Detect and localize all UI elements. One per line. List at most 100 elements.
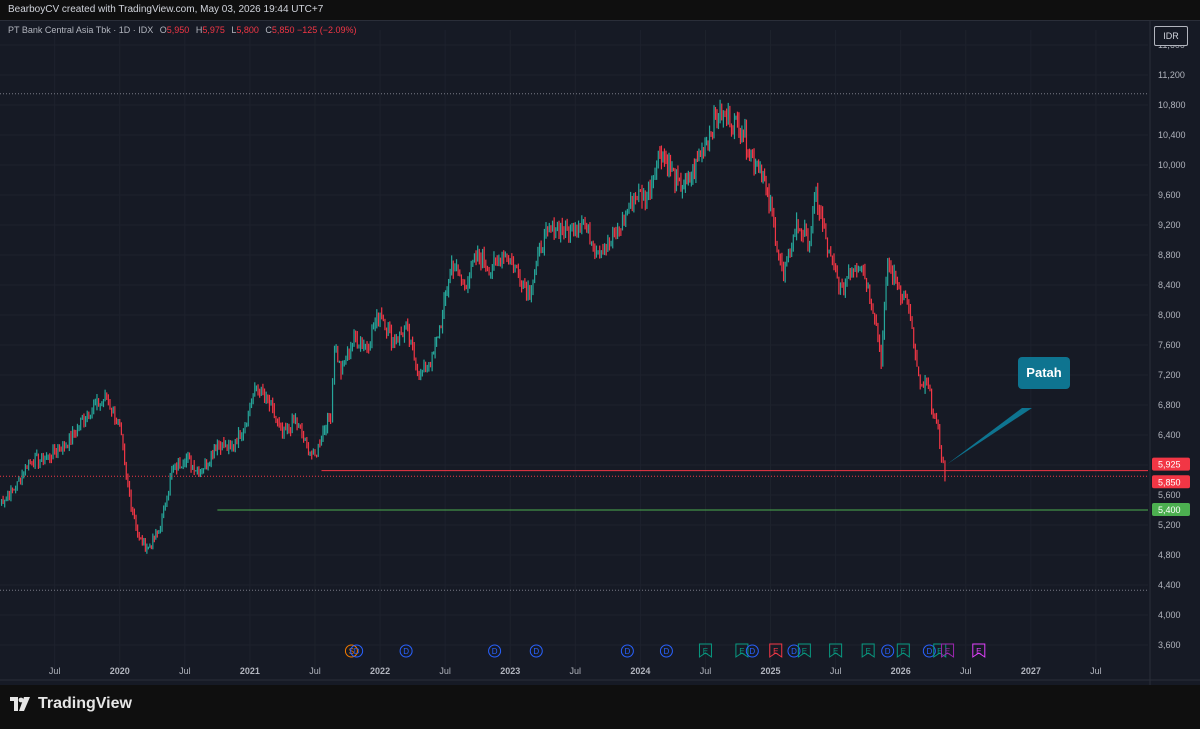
- y-tick-label: 9,200: [1158, 220, 1181, 230]
- dividend-marker: [881, 644, 895, 658]
- x-tick-label: 2025: [761, 666, 781, 676]
- earnings-marker: [829, 643, 843, 658]
- earnings-marker: [896, 643, 910, 658]
- event-marker-label: E: [833, 647, 838, 656]
- x-tick-label: Jul: [49, 666, 61, 676]
- open-value: 5,950: [166, 25, 190, 35]
- event-marker-label: E: [945, 647, 950, 656]
- price-chart[interactable]: 3,6004,0004,4004,8005,2005,6006,0006,400…: [0, 20, 1200, 685]
- x-tick-label: Jul: [309, 666, 321, 676]
- x-tick-label: Jul: [960, 666, 972, 676]
- dividend-marker: [620, 644, 634, 658]
- x-tick-label: Jul: [179, 666, 191, 676]
- dividend-marker: [399, 644, 413, 658]
- earnings-marker: [735, 643, 749, 658]
- y-tick-label: 10,800: [1158, 100, 1186, 110]
- event-marker-label: E: [802, 647, 807, 656]
- y-tick-label: 4,800: [1158, 550, 1181, 560]
- price-axis-tag: [1152, 457, 1190, 471]
- earnings-marker: [972, 643, 986, 658]
- y-tick-label: 3,600: [1158, 640, 1181, 650]
- event-marker-label: E: [773, 647, 778, 656]
- event-marker-label: E: [739, 647, 744, 656]
- event-marker-label: E: [703, 647, 708, 656]
- y-tick-label: 10,000: [1158, 160, 1186, 170]
- high-value: 5,975: [202, 25, 225, 35]
- low-value: 5,800: [236, 25, 259, 35]
- x-tick-label: Jul: [570, 666, 582, 676]
- event-marker-label: D: [354, 647, 360, 656]
- y-tick-label: 6,800: [1158, 400, 1181, 410]
- footer-bar: TradingView: [0, 685, 1200, 729]
- event-marker-label: E: [865, 647, 870, 656]
- earnings-marker: [769, 643, 783, 658]
- callout-pointer: [946, 408, 1032, 465]
- y-tick-label: 4,000: [1158, 610, 1181, 620]
- earnings-marker: [797, 643, 811, 658]
- event-marker-label: D: [492, 647, 498, 656]
- x-tick-label: 2021: [240, 666, 260, 676]
- attribution-bar: BearboyCV created with TradingView.com, …: [0, 0, 1200, 20]
- y-tick-label: 8,400: [1158, 280, 1181, 290]
- attribution-text: BearboyCV created with TradingView.com, …: [8, 4, 324, 15]
- price-axis-tag: [1152, 503, 1190, 516]
- symbol-name: PT Bank Central Asia Tbk · 1D · IDX: [8, 25, 154, 35]
- open-label: O: [159, 25, 167, 35]
- y-tick-label: 11,200: [1158, 70, 1185, 80]
- tradingview-logo[interactable]: TradingView: [10, 695, 132, 713]
- x-tick-label: Jul: [830, 666, 842, 676]
- high-label: H: [195, 25, 203, 35]
- y-tick-label: 10,400: [1158, 130, 1186, 140]
- price-axis-tag-label: 5,400: [1158, 505, 1181, 515]
- close-value: 5,850: [271, 25, 295, 35]
- event-marker-label: E: [976, 647, 981, 656]
- price-axis-tag-label: 5,850: [1158, 477, 1181, 487]
- price-axis-tag-label: 5,925: [1158, 460, 1181, 470]
- x-tick-label: 2027: [1021, 666, 1041, 676]
- x-tick-label: 2022: [370, 666, 390, 676]
- y-tick-label: 7,600: [1158, 340, 1181, 350]
- event-marker-label: D: [791, 647, 797, 656]
- y-tick-label: 5,200: [1158, 520, 1181, 530]
- y-tick-label: 8,000: [1158, 310, 1181, 320]
- x-tick-label: 2020: [110, 666, 130, 676]
- event-marker-label: D: [624, 647, 630, 656]
- dividend-marker: [745, 644, 759, 658]
- dividend-marker: [350, 644, 364, 658]
- dividend-marker: [529, 644, 543, 658]
- event-marker-label: E: [901, 647, 906, 656]
- event-marker-label: D: [926, 647, 932, 656]
- event-marker-label: E: [937, 647, 942, 656]
- earnings-marker: [861, 643, 875, 658]
- y-tick-label: 9,600: [1158, 190, 1181, 200]
- change-value: −125 (−2.09%): [296, 25, 357, 35]
- close-label: C: [265, 25, 272, 35]
- x-tick-label: 2023: [500, 666, 520, 676]
- dividend-marker: [787, 644, 801, 658]
- event-marker-label: D: [749, 647, 755, 656]
- event-marker-label: D: [403, 647, 409, 656]
- x-tick-label: Jul: [1090, 666, 1102, 676]
- event-marker-label: D: [533, 647, 539, 656]
- x-tick-label: Jul: [439, 666, 451, 676]
- x-tick-label: 2026: [891, 666, 911, 676]
- split-marker: [344, 644, 358, 658]
- tradingview-wordmark: TradingView: [38, 695, 132, 712]
- dividend-marker: [488, 644, 502, 658]
- earnings-marker: [941, 643, 955, 658]
- y-tick-label: 7,200: [1158, 370, 1181, 380]
- currency-button[interactable]: IDR: [1154, 26, 1188, 46]
- symbol-legend: PT Bank Central Asia Tbk · 1D · IDX O5,9…: [8, 25, 357, 35]
- x-tick-label: Jul: [700, 666, 712, 676]
- event-marker-label: S: [349, 647, 354, 656]
- event-marker-label: D: [885, 647, 891, 656]
- y-tick-label: 8,800: [1158, 250, 1181, 260]
- y-tick-label: 4,400: [1158, 580, 1181, 590]
- chart-frame: [0, 20, 1200, 685]
- price-axis-tag: [1152, 475, 1190, 489]
- patah-callout: Patah: [1018, 357, 1070, 389]
- x-tick-label: 2024: [630, 666, 650, 676]
- y-tick-label: 6,400: [1158, 430, 1181, 440]
- earnings-marker: [698, 643, 712, 658]
- tradingview-icon: [10, 697, 30, 711]
